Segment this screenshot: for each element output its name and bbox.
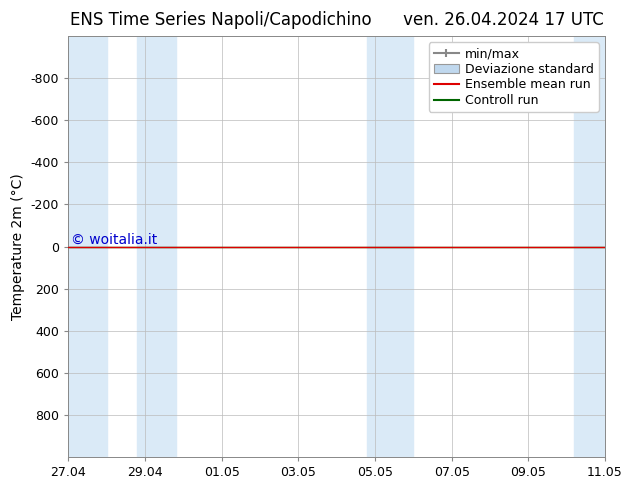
Bar bbox=[367, 36, 413, 457]
Title: ENS Time Series Napoli/Capodichino      ven. 26.04.2024 17 UTC: ENS Time Series Napoli/Capodichino ven. … bbox=[70, 11, 604, 29]
Legend: min/max, Deviazione standard, Ensemble mean run, Controll run: min/max, Deviazione standard, Ensemble m… bbox=[429, 43, 598, 112]
Bar bbox=[68, 36, 107, 457]
Y-axis label: Temperature 2m (°C): Temperature 2m (°C) bbox=[11, 173, 25, 320]
Bar bbox=[137, 36, 176, 457]
Text: © woitalia.it: © woitalia.it bbox=[71, 233, 157, 246]
Bar bbox=[574, 36, 605, 457]
